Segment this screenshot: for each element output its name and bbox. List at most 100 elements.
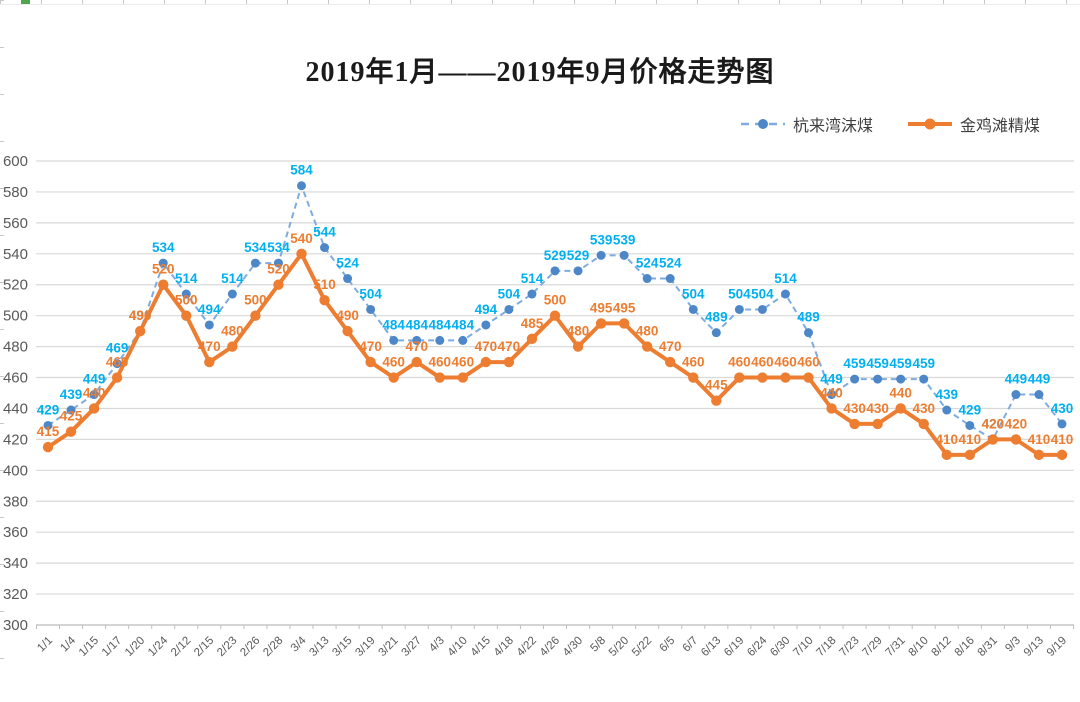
series-hanglaiwan-point (896, 374, 906, 384)
svg-text:470: 470 (198, 339, 221, 354)
svg-text:484: 484 (405, 317, 428, 332)
series-hanglaiwan-point (780, 289, 790, 299)
svg-text:504: 504 (751, 286, 774, 301)
series-hanglaiwan-point (435, 335, 445, 345)
svg-text:2/15: 2/15 (192, 635, 216, 659)
svg-text:429: 429 (959, 402, 982, 417)
svg-text:410: 410 (959, 432, 982, 447)
svg-text:449: 449 (1005, 372, 1028, 387)
y-axis-labels: 300 320 340 360 380 400 420 440 460 480 500 520 540 5… (3, 153, 28, 634)
legend-label-jinjitan: 金鸡滩精煤 (959, 118, 1040, 135)
series-hanglaiwan-point (504, 304, 514, 314)
series-hanglaiwan-point (1034, 390, 1044, 400)
svg-text:500: 500 (544, 293, 567, 308)
svg-text:1/20: 1/20 (123, 635, 147, 659)
series-hanglaiwan-point (320, 243, 330, 253)
svg-text:300: 300 (3, 617, 28, 634)
series-jinjitan-labels: 4154254404604905205004704805005205405104… (37, 231, 1074, 447)
svg-text:449: 449 (820, 372, 843, 387)
series-jinjitan-point (872, 418, 883, 430)
series-hanglaiwan-point (1011, 390, 1021, 400)
series-jinjitan-point (181, 310, 192, 321)
svg-text:524: 524 (636, 256, 659, 271)
svg-text:584: 584 (290, 163, 313, 178)
svg-text:439: 439 (60, 387, 83, 402)
series-jinjitan-point (1010, 434, 1022, 445)
series-jinjitan-point (411, 356, 422, 368)
svg-text:7/29: 7/29 (860, 635, 884, 659)
svg-text:449: 449 (1028, 372, 1051, 387)
series-jinjitan-point (734, 372, 745, 383)
series-hanglaiwan-point (250, 258, 260, 268)
svg-text:540: 540 (290, 231, 313, 246)
svg-text:460: 460 (452, 355, 475, 370)
svg-text:485: 485 (521, 316, 544, 331)
svg-text:460: 460 (429, 355, 452, 370)
series-jinjitan-point (204, 356, 215, 368)
svg-text:430: 430 (866, 401, 889, 416)
dashed-line-marker-icon (740, 119, 785, 129)
svg-text:490: 490 (336, 308, 359, 323)
svg-text:1/1: 1/1 (35, 635, 55, 655)
legend-item-hanglaiwan[interactable]: 杭来湾沫煤 (740, 112, 873, 136)
series-hanglaiwan-point (827, 390, 837, 400)
series-jinjitan-point (780, 372, 791, 383)
series-hanglaiwan-point (273, 258, 283, 268)
svg-text:460: 460 (382, 355, 405, 370)
svg-text:6/19: 6/19 (722, 635, 746, 659)
series-hanglaiwan-point (343, 274, 353, 284)
svg-text:520: 520 (152, 262, 175, 277)
svg-text:439: 439 (936, 387, 959, 402)
svg-text:524: 524 (659, 256, 682, 271)
series-hanglaiwan-point (412, 335, 422, 345)
legend-item-jinjitan[interactable]: 金鸡滩精煤 (907, 112, 1040, 136)
series-jinjitan-point (388, 372, 399, 383)
series-jinjitan (42, 248, 1068, 461)
svg-text:3/19: 3/19 (353, 635, 377, 659)
svg-text:504: 504 (682, 286, 705, 301)
svg-text:520: 520 (3, 277, 28, 294)
svg-text:410: 410 (1051, 432, 1074, 447)
series-hanglaiwan-point (181, 289, 191, 299)
svg-text:1/4: 1/4 (58, 634, 78, 654)
svg-text:415: 415 (37, 424, 60, 439)
series-hanglaiwan-point (227, 289, 237, 299)
svg-text:460: 460 (774, 355, 797, 370)
svg-text:6/24: 6/24 (745, 634, 770, 659)
svg-text:510: 510 (313, 277, 336, 292)
series-jinjitan-point (503, 356, 515, 368)
series-hanglaiwan-point (527, 289, 537, 299)
svg-text:534: 534 (244, 240, 267, 255)
series-hanglaiwan-point (965, 420, 975, 430)
svg-text:6/30: 6/30 (768, 635, 792, 659)
series-hanglaiwan-point (619, 250, 629, 260)
series-jinjitan-point (757, 372, 768, 383)
series-jinjitan-point (457, 372, 469, 383)
svg-text:469: 469 (106, 341, 129, 356)
svg-text:504: 504 (728, 286, 751, 301)
svg-text:5/22: 5/22 (630, 635, 654, 659)
series-jinjitan-point (88, 403, 100, 414)
series-hanglaiwan-point (43, 420, 53, 430)
series-jinjitan-point (434, 372, 445, 383)
series-jinjitan-point (250, 310, 261, 321)
series-hanglaiwan-point (89, 390, 99, 400)
svg-text:429: 429 (37, 402, 60, 417)
svg-text:1/24: 1/24 (146, 634, 171, 659)
svg-text:380: 380 (3, 493, 28, 510)
series-hanglaiwan-point (389, 335, 399, 345)
svg-text:514: 514 (774, 271, 797, 286)
svg-text:484: 484 (429, 317, 452, 332)
series-jinjitan-point (964, 449, 976, 461)
svg-text:440: 440 (889, 385, 912, 400)
svg-text:9/13: 9/13 (1022, 635, 1046, 659)
left-ruler (0, 0, 4, 702)
series-hanglaiwan-point (734, 304, 744, 314)
svg-text:540: 540 (3, 246, 28, 263)
svg-text:560: 560 (3, 215, 28, 232)
svg-text:440: 440 (820, 385, 843, 400)
legend-label-hanglaiwan: 杭来湾沫煤 (792, 118, 873, 135)
svg-text:480: 480 (567, 324, 590, 339)
svg-text:3/15: 3/15 (330, 635, 354, 659)
